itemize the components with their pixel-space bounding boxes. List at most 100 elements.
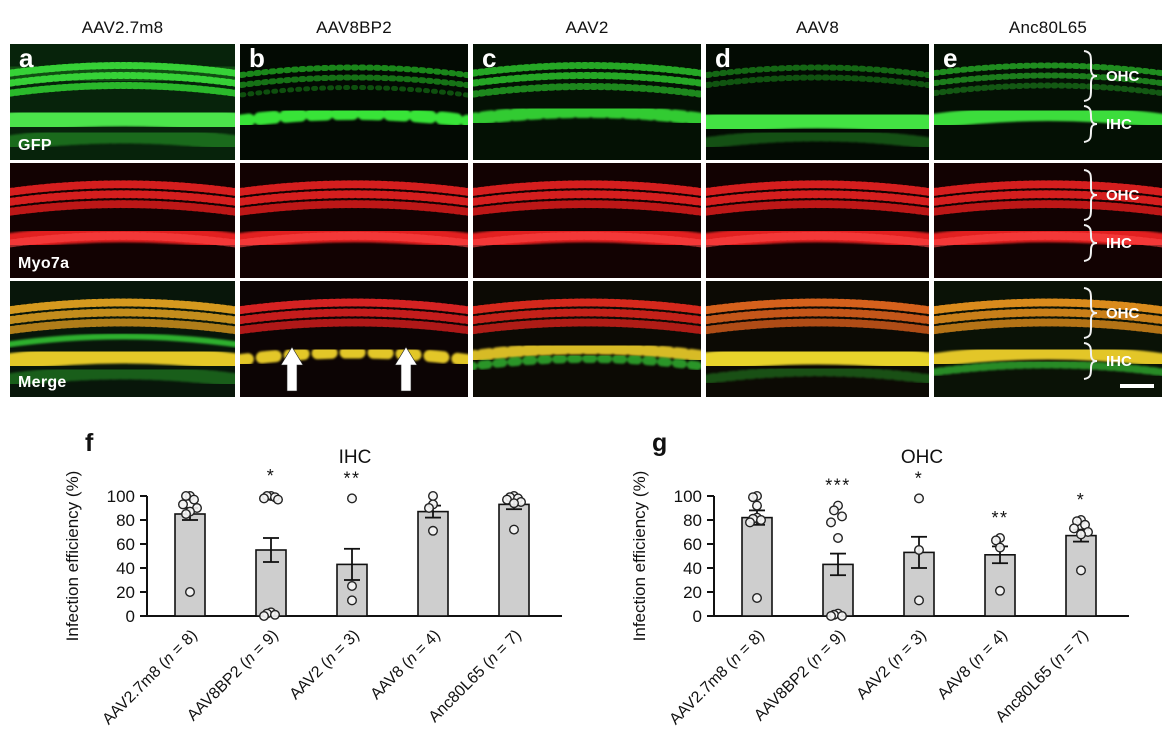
data-point bbox=[347, 580, 358, 591]
column-label-a: AAV2.7m8 bbox=[81, 18, 164, 37]
fluorescence-band bbox=[10, 190, 235, 206]
fluorescence-band bbox=[473, 308, 701, 325]
panel-c-myo7a bbox=[473, 163, 701, 278]
fluorescence-band bbox=[240, 85, 468, 98]
data-point bbox=[751, 500, 762, 511]
fluorescence-band bbox=[10, 200, 235, 216]
data-point bbox=[825, 517, 836, 528]
y-tick-label: 40 bbox=[683, 559, 702, 578]
bar bbox=[984, 554, 1016, 617]
category-label: AAV8BP2 (n = 9) bbox=[751, 627, 849, 725]
fluorescence-band bbox=[240, 231, 468, 248]
significance-marker: *** bbox=[825, 476, 851, 496]
fluorescence-band bbox=[10, 72, 235, 87]
panel-a-gfp: a GFP bbox=[10, 44, 235, 160]
panel-letter-c: c bbox=[482, 44, 497, 73]
data-point bbox=[747, 492, 758, 503]
micrograph-gfp-e bbox=[934, 62, 1162, 129]
chart-ohc-svg: g OHC Infection efficiency (%) 0 20 40 60 80 100… bbox=[630, 429, 1129, 728]
fluorescence-band bbox=[240, 107, 468, 128]
y-tick-label: 20 bbox=[116, 583, 135, 602]
data-point bbox=[188, 494, 199, 505]
panel-a-myo7a: Myo7a bbox=[10, 163, 235, 278]
data-point bbox=[347, 595, 358, 606]
panel-letter: f bbox=[85, 429, 94, 457]
fluorescence-band bbox=[706, 106, 929, 137]
panel-e-gfp: OHC IHC e bbox=[934, 44, 1162, 160]
data-point bbox=[995, 542, 1006, 553]
data-point bbox=[751, 592, 762, 603]
fluorescence-band bbox=[10, 365, 235, 388]
data-point bbox=[744, 517, 755, 528]
y-tick-label: 80 bbox=[683, 511, 702, 530]
fluorescence-band bbox=[934, 360, 1162, 377]
significance-marker: * bbox=[267, 466, 276, 486]
data-point bbox=[914, 544, 925, 555]
fluorescence-band bbox=[240, 190, 468, 206]
significance-marker: ** bbox=[991, 508, 1008, 528]
fluorescence-band bbox=[10, 104, 235, 135]
data-point bbox=[269, 609, 280, 620]
micrograph-myo7a-e bbox=[934, 180, 1162, 251]
data-point bbox=[347, 493, 358, 504]
data-point bbox=[825, 610, 836, 621]
micrograph-gfp-d bbox=[706, 64, 929, 150]
micrograph-merge-e bbox=[934, 298, 1162, 377]
data-point bbox=[1069, 523, 1080, 534]
fluorescence-band bbox=[240, 64, 468, 79]
data-point bbox=[995, 585, 1006, 596]
y-tick-label: 80 bbox=[116, 511, 135, 530]
bar bbox=[1065, 534, 1097, 617]
y-tick-label: 20 bbox=[683, 583, 702, 602]
fluorescence-band bbox=[934, 62, 1162, 77]
micrograph-merge-b bbox=[240, 298, 468, 367]
panel-e-merge: OHC IHC bbox=[934, 281, 1162, 397]
significance-marker: * bbox=[1077, 490, 1086, 510]
fluorescence-band bbox=[934, 308, 1162, 325]
fluorescence-band bbox=[706, 200, 929, 216]
panel-a-merge: Merge bbox=[10, 281, 235, 397]
panel-letter-e: e bbox=[943, 44, 958, 73]
micrograph-myo7a-d bbox=[706, 180, 929, 251]
panel-letter: g bbox=[652, 429, 667, 457]
column-label-d: AAV8 bbox=[795, 18, 839, 37]
fluorescence-band bbox=[473, 342, 701, 363]
fluorescence-band bbox=[240, 298, 468, 315]
chart-ohc: g OHC Infection efficiency (%) 0 20 40 60 80 100… bbox=[622, 420, 1167, 742]
fluorescence-band bbox=[240, 200, 468, 216]
fluorescence-band bbox=[473, 298, 701, 315]
micrograph-gfp-a bbox=[10, 56, 235, 152]
fluorescence-band bbox=[934, 82, 1162, 97]
fluorescence-band bbox=[706, 74, 929, 89]
panel-b-myo7a bbox=[240, 163, 468, 278]
chart-ihc: f IHC Infection efficiency (%) 0 20 40 60 80 100… bbox=[55, 420, 600, 742]
row-label-myo7a: Myo7a bbox=[18, 255, 70, 272]
micrograph-merge-c bbox=[473, 298, 701, 371]
fluorescence-band bbox=[934, 345, 1162, 368]
fluorescence-band bbox=[934, 318, 1162, 335]
fluorescence-band bbox=[706, 344, 929, 373]
data-point bbox=[1076, 565, 1087, 576]
fluorescence-band bbox=[934, 231, 1162, 248]
panel-b-gfp: b bbox=[240, 44, 468, 160]
column-label-e: Anc80L65 bbox=[1008, 18, 1088, 37]
chart-title: OHC bbox=[901, 447, 943, 468]
panel-b-merge bbox=[240, 281, 468, 397]
fluorescence-band bbox=[10, 333, 235, 348]
fluorescence-band bbox=[240, 74, 468, 89]
fluorescence-band bbox=[934, 72, 1162, 87]
micrograph-gfp-c bbox=[473, 62, 701, 126]
category-label: AAV8 (n = 4) bbox=[935, 627, 1011, 703]
row-label-gfp: GFP bbox=[18, 137, 52, 154]
fluorescence-band bbox=[706, 129, 929, 150]
fluorescence-band bbox=[10, 231, 235, 248]
row-label-merge: Merge bbox=[18, 374, 67, 391]
fluorescence-band bbox=[473, 72, 701, 87]
y-tick-label: 40 bbox=[116, 559, 135, 578]
data-point bbox=[914, 595, 925, 606]
fluorescence-band bbox=[473, 83, 701, 98]
y-axis-label: Infection efficiency (%) bbox=[630, 471, 649, 642]
micrograph-myo7a-c bbox=[473, 180, 701, 251]
fluorescence-band bbox=[706, 366, 929, 385]
